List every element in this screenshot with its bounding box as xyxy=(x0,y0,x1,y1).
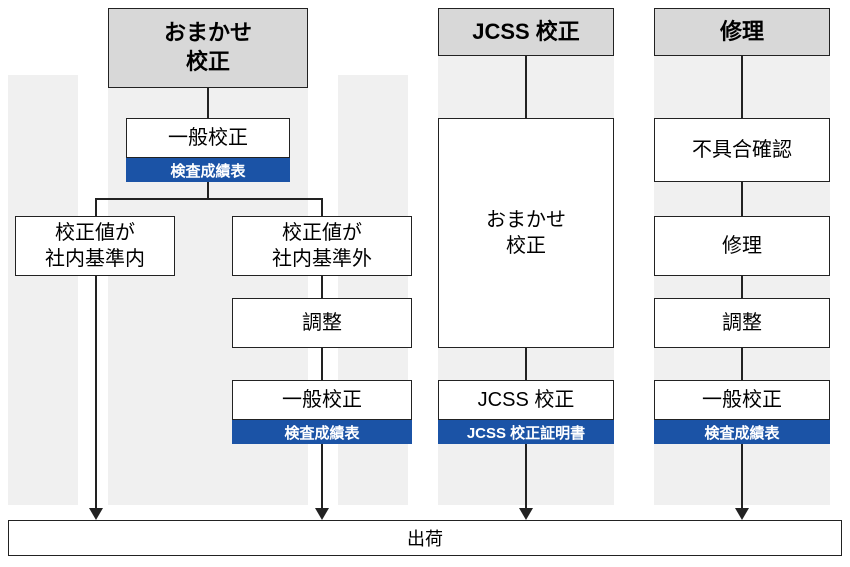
header-omakase: おまかせ 校正 xyxy=(108,8,308,88)
box-jcss-bottom: JCSS 校正 xyxy=(438,380,614,420)
badge-ippan-bl: 検査成績表 xyxy=(232,420,412,444)
conn-c-v4 xyxy=(741,348,743,380)
badge-jcss: JCSS 校正証明書 xyxy=(438,420,614,444)
box-ippan-bottom-right: 一般校正 xyxy=(654,380,830,420)
box-repair: 修理 xyxy=(654,216,830,276)
box-defect: 不具合確認 xyxy=(654,118,830,182)
conn-c-v3 xyxy=(741,276,743,298)
conn-ippanbl-arrow xyxy=(321,444,323,508)
conn-b-v1 xyxy=(525,56,527,118)
conn-b-v2 xyxy=(525,348,527,380)
badge-ippan-br: 検査成績表 xyxy=(654,420,830,444)
conn-a-splith xyxy=(95,198,323,200)
conn-a-splitl xyxy=(95,198,97,216)
conn-b-arrow xyxy=(525,444,527,508)
box-adjust2: 調整 xyxy=(654,298,830,348)
conn-c-v2 xyxy=(741,182,743,216)
conn-c-arrow xyxy=(741,444,743,508)
box-outside: 校正値が 社内基準外 xyxy=(232,216,412,276)
box-final: 出荷 xyxy=(8,520,842,556)
badge-ippan-top: 検査成績表 xyxy=(126,158,290,182)
arrow-c xyxy=(735,508,749,520)
conn-within-arrow xyxy=(95,276,97,508)
conn-adjust-ippan xyxy=(321,348,323,380)
box-adjust1: 調整 xyxy=(232,298,412,348)
box-within: 校正値が 社内基準内 xyxy=(15,216,175,276)
arrow-within xyxy=(89,508,103,520)
conn-a-splitr xyxy=(321,198,323,216)
box-ippan-top: 一般校正 xyxy=(126,118,290,158)
bg-stripe-1 xyxy=(8,75,78,505)
arrow-ippanbl xyxy=(315,508,329,520)
header-repair: 修理 xyxy=(654,8,830,56)
conn-outside-adjust xyxy=(321,276,323,298)
box-ippan-bottom-left: 一般校正 xyxy=(232,380,412,420)
arrow-b xyxy=(519,508,533,520)
conn-a-v1 xyxy=(207,88,209,118)
box-omakase-center: おまかせ 校正 xyxy=(438,118,614,348)
conn-c-v1 xyxy=(741,56,743,118)
header-jcss: JCSS 校正 xyxy=(438,8,614,56)
